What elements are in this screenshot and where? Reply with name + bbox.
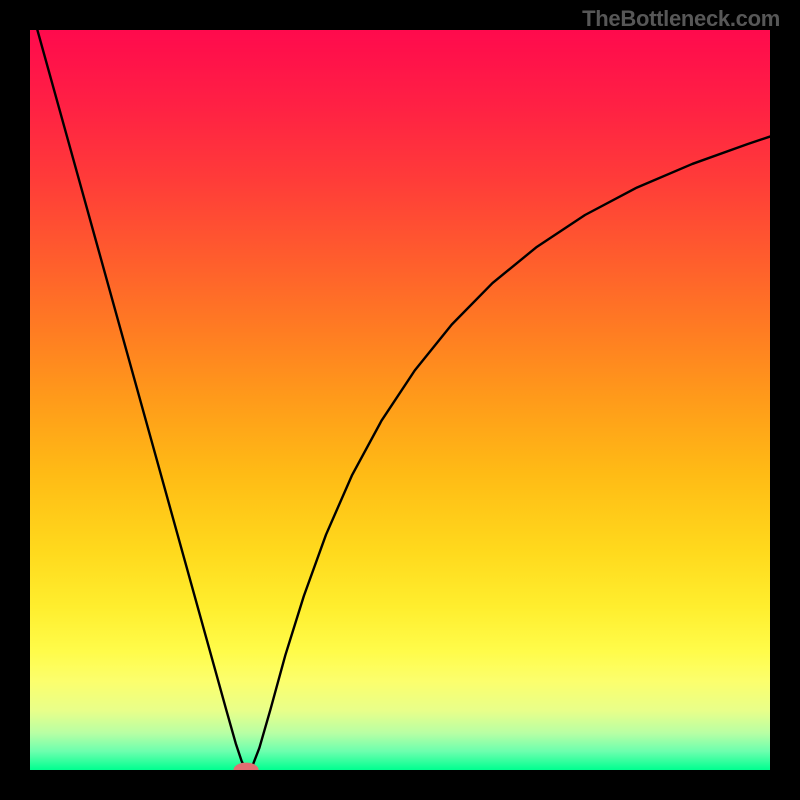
- chart-frame: TheBottleneck.com: [0, 0, 800, 800]
- bottleneck-chart: [30, 30, 770, 770]
- watermark-text: TheBottleneck.com: [582, 6, 780, 32]
